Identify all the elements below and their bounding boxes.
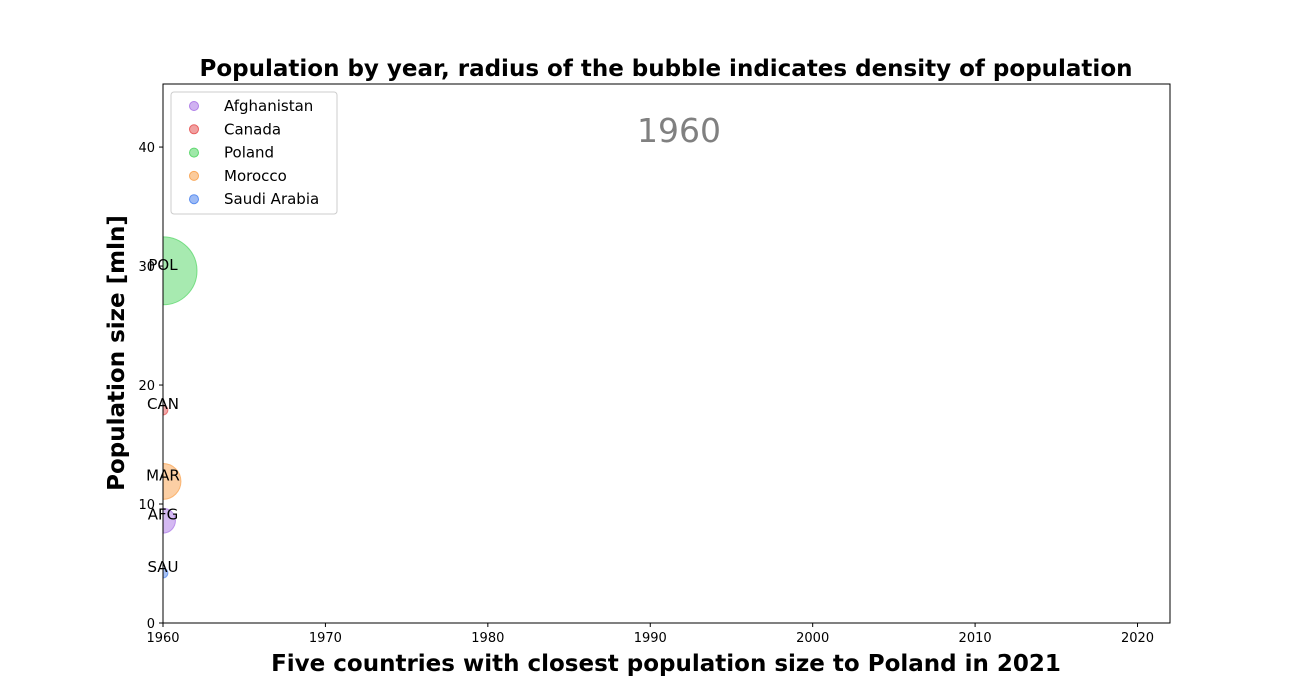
y-axis-label: Population size [mln]	[104, 215, 130, 491]
legend-label-mar: Morocco	[224, 167, 287, 185]
y-tick-label: 40	[138, 141, 155, 156]
legend-label-can: Canada	[224, 120, 281, 138]
legend-marker-sau	[189, 194, 199, 205]
x-tick-label: 1960	[146, 631, 179, 646]
y-tick-label: 10	[138, 498, 155, 513]
plot-frame	[162, 83, 1171, 624]
x-tick-label: 2000	[796, 631, 829, 646]
x-tick-label: 2020	[1121, 631, 1154, 646]
legend-marker-afg	[189, 101, 199, 111]
legend-marker-can	[189, 124, 199, 135]
x-tick-label: 1970	[309, 631, 342, 646]
y-tick-label: 30	[138, 260, 155, 275]
legend-label-pol: Poland	[224, 144, 274, 162]
legend-box	[170, 91, 338, 215]
chart-title: Population by year, radius of the bubble…	[199, 56, 1132, 82]
legend-marker-mar	[189, 170, 199, 181]
x-tick-label: 2010	[959, 631, 992, 646]
bubble-pol	[163, 236, 198, 306]
y-axis: 0 10 20 30 40	[138, 141, 163, 632]
bubble-can	[163, 404, 169, 416]
legend: Afghanistan Canada Poland Morocco Saudi Arab…	[170, 91, 338, 215]
legend-label-sau: Saudi Arabia	[224, 190, 319, 208]
y-tick-label: 20	[138, 379, 155, 394]
x-axis-label: Five countries with closest population s…	[271, 651, 1061, 677]
legend-label-afg: Afghanistan	[224, 97, 313, 115]
bubble-sau	[163, 567, 169, 579]
bubble-mar	[163, 462, 182, 500]
bubbles-layer	[163, 236, 198, 579]
x-tick-label: 1990	[634, 631, 667, 646]
year-label: 1960	[637, 111, 721, 150]
x-axis: 1960 1970 1980 1990 2000 2010 2020	[146, 623, 1154, 646]
x-tick-label: 1980	[471, 631, 504, 646]
legend-marker-pol	[189, 147, 199, 158]
y-tick-label: 0	[147, 617, 155, 632]
